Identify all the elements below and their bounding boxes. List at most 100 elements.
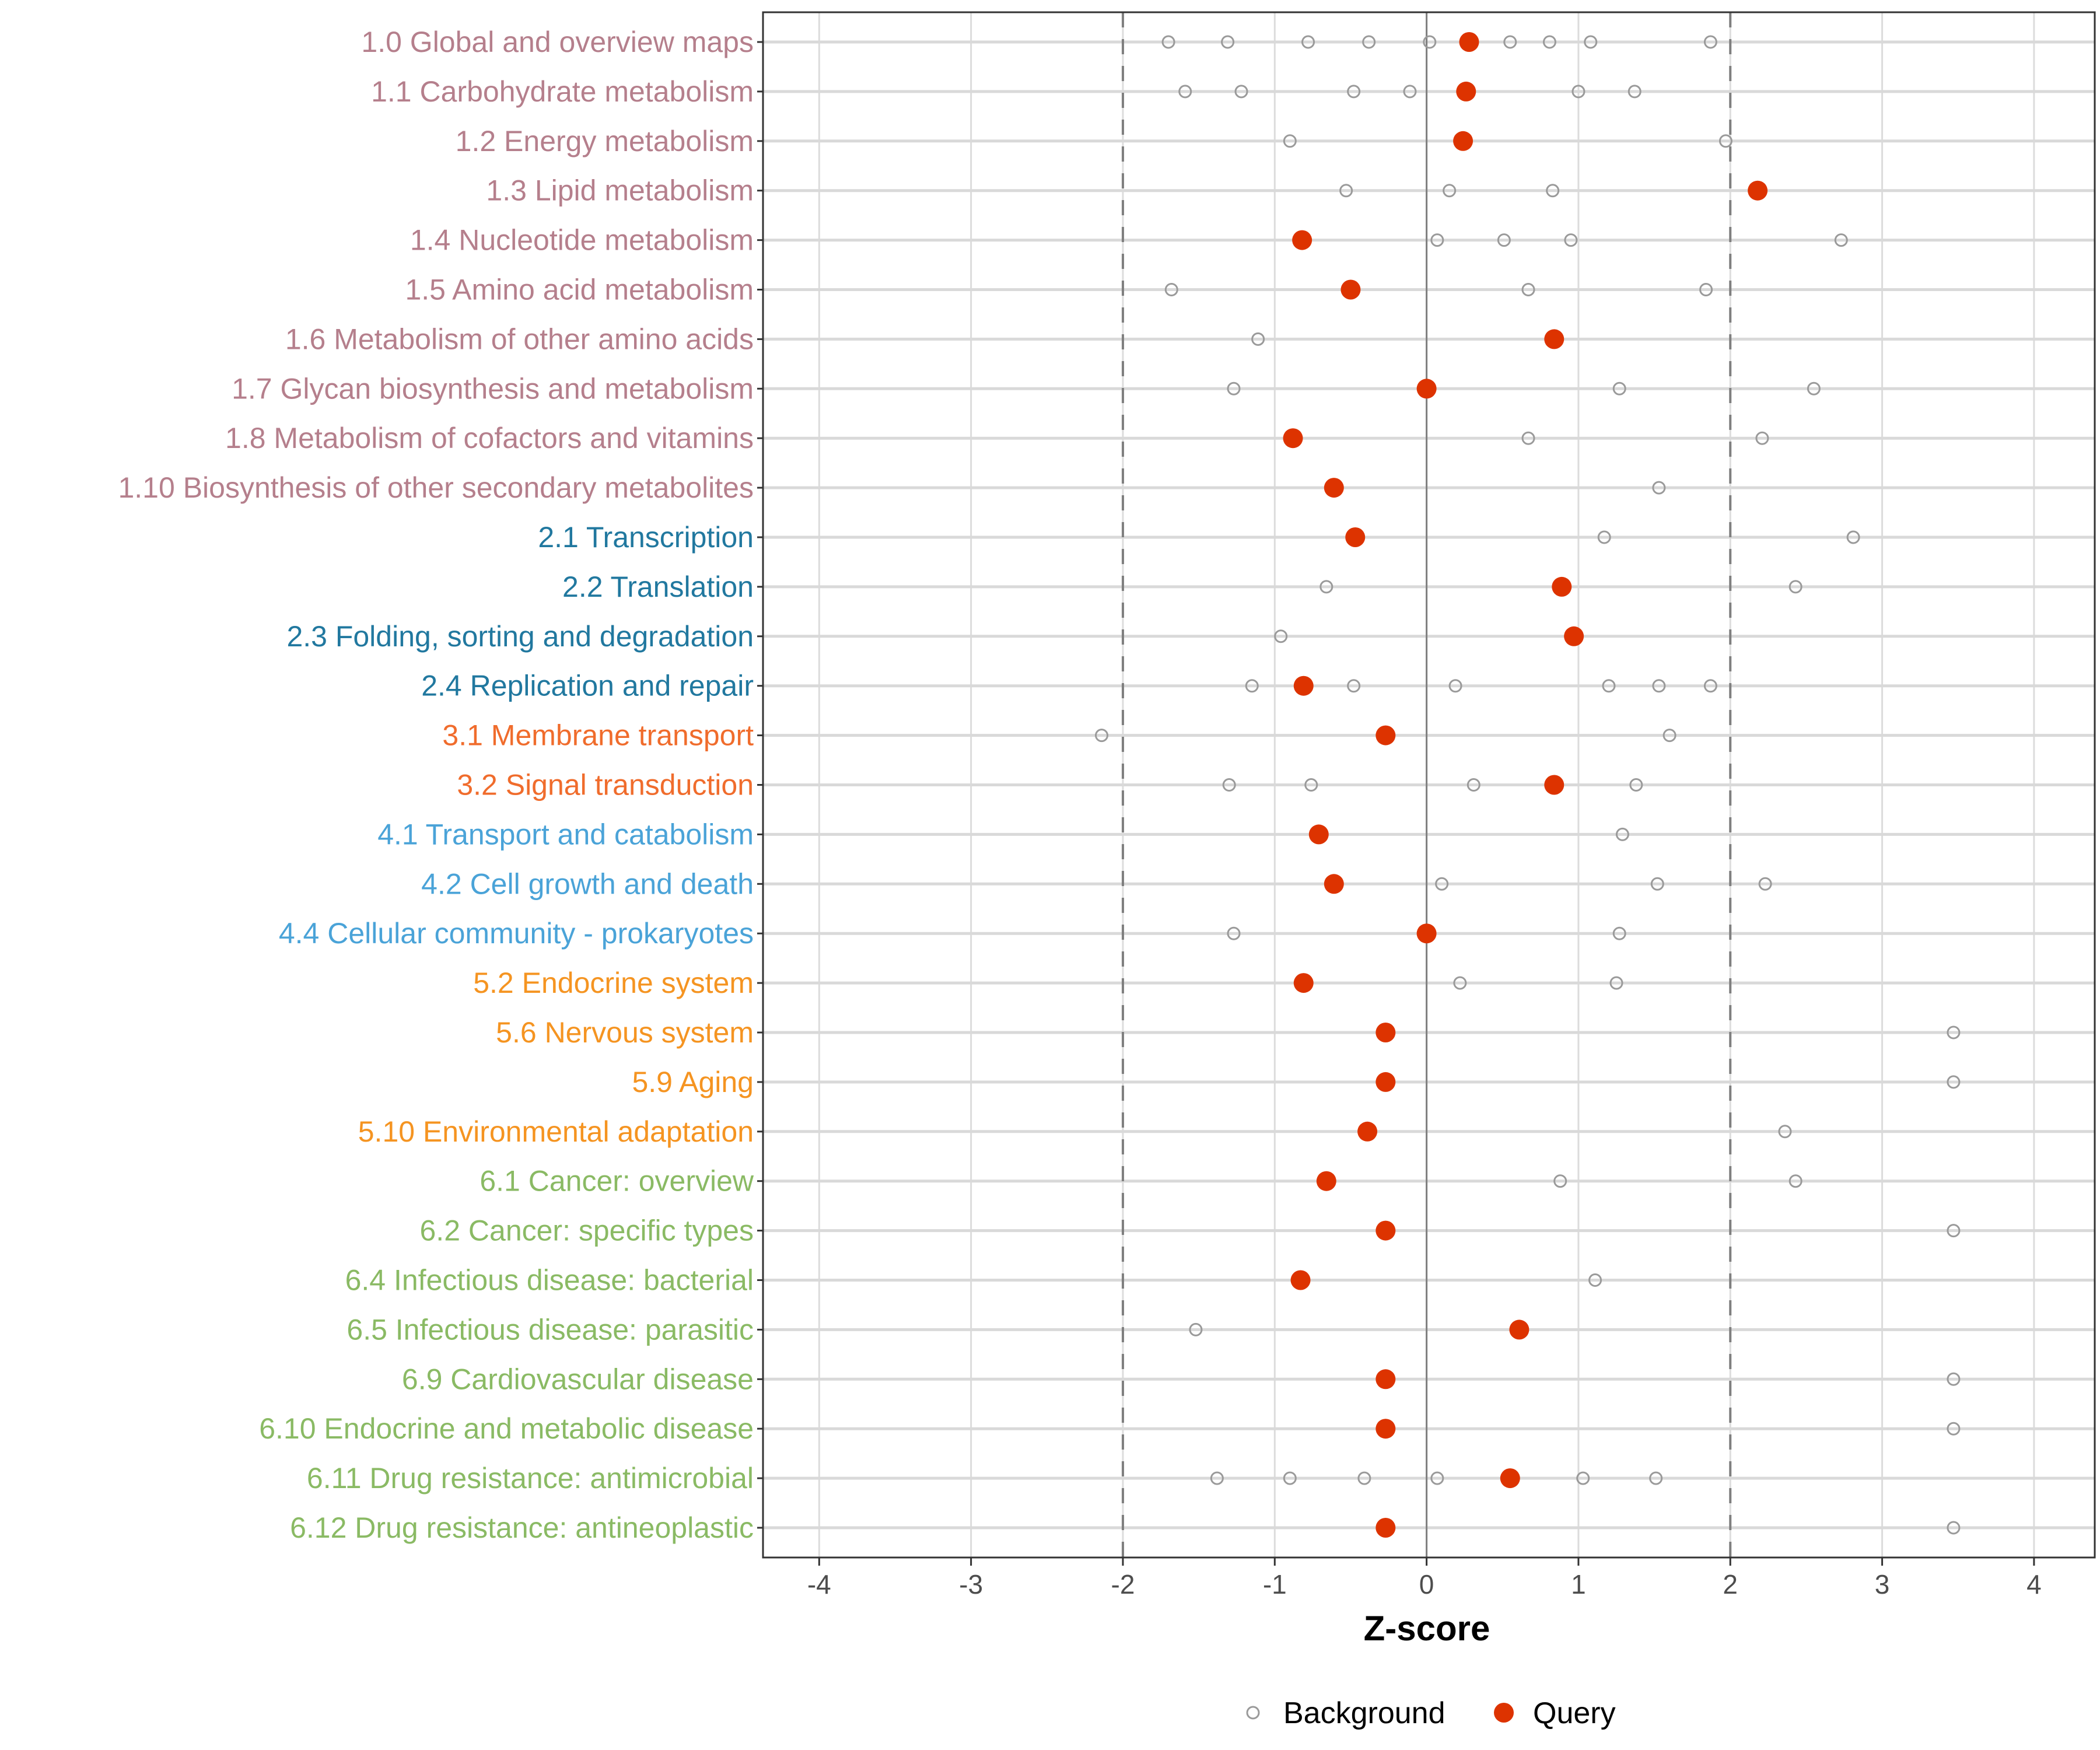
query-point bbox=[1552, 576, 1572, 597]
category-row bbox=[1376, 1220, 1961, 1241]
query-point bbox=[1292, 230, 1312, 250]
query-point bbox=[1416, 923, 1437, 944]
background-point bbox=[1283, 134, 1297, 148]
query-point bbox=[1376, 725, 1396, 746]
category-row bbox=[1245, 676, 1717, 696]
y-tick-label: 1.3 Lipid metabolism bbox=[486, 174, 754, 207]
query-point bbox=[1324, 478, 1344, 498]
query-point bbox=[1376, 1518, 1396, 1538]
background-point bbox=[1576, 1471, 1590, 1485]
category-row bbox=[1357, 1121, 1792, 1142]
y-tick-label: 6.11 Drug resistance: antimicrobial bbox=[307, 1462, 754, 1494]
background-point bbox=[1602, 679, 1616, 693]
y-tick-label: 6.5 Infectious disease: parasitic bbox=[346, 1313, 754, 1346]
background-point bbox=[1347, 679, 1361, 693]
x-axis-title: Z-score bbox=[1364, 1609, 1490, 1648]
y-tick-label: 4.2 Cell growth and death bbox=[421, 867, 754, 900]
query-point bbox=[1376, 1369, 1396, 1390]
y-tick-label: 1.5 Amino acid metabolism bbox=[405, 274, 754, 306]
y-tick-label: 6.1 Cancer: overview bbox=[480, 1165, 754, 1198]
background-point bbox=[1788, 1174, 1803, 1188]
background-point bbox=[1095, 729, 1109, 743]
query-point bbox=[1293, 676, 1314, 696]
background-point bbox=[1947, 1422, 1961, 1436]
background-point bbox=[1357, 1471, 1371, 1485]
background-point bbox=[1662, 729, 1676, 743]
background-point bbox=[1423, 35, 1437, 49]
background-point bbox=[1222, 778, 1236, 792]
category-row bbox=[1345, 527, 1860, 547]
category-row bbox=[1376, 1369, 1961, 1390]
query-point bbox=[1376, 1220, 1396, 1241]
query-point bbox=[1376, 1072, 1396, 1092]
background-point bbox=[1758, 877, 1772, 891]
category-row bbox=[1293, 973, 1623, 993]
y-tick-label: 5.10 Environmental adaptation bbox=[358, 1115, 754, 1148]
background-point bbox=[1466, 778, 1480, 792]
query-point bbox=[1748, 180, 1768, 201]
background-point bbox=[1947, 1026, 1961, 1040]
x-tick-label: -4 bbox=[807, 1569, 831, 1600]
category-row bbox=[1222, 775, 1643, 795]
background-point bbox=[1521, 283, 1535, 296]
y-tick-label: 4.4 Cellular community - prokaryotes bbox=[279, 917, 754, 950]
background-point bbox=[1947, 1224, 1961, 1238]
query-point bbox=[1500, 1468, 1520, 1489]
background-point bbox=[1564, 233, 1578, 247]
query-point bbox=[1544, 329, 1564, 349]
category-row bbox=[1376, 1518, 1961, 1538]
background-point bbox=[1649, 1471, 1663, 1485]
plot-panel bbox=[762, 11, 2096, 1559]
category-row bbox=[1178, 81, 1642, 102]
y-tick-label: 6.4 Infectious disease: bacterial bbox=[345, 1264, 754, 1297]
category-row bbox=[1290, 1270, 1602, 1290]
y-tick-label: 6.12 Drug resistance: antineoplastic bbox=[290, 1511, 754, 1544]
query-point bbox=[1459, 32, 1479, 52]
query-point bbox=[1308, 824, 1329, 845]
query-point bbox=[1293, 973, 1314, 993]
background-point bbox=[1251, 332, 1265, 346]
query-point bbox=[1564, 626, 1584, 646]
category-row bbox=[1283, 428, 1769, 449]
background-point bbox=[1221, 35, 1235, 49]
background-point bbox=[1703, 679, 1717, 693]
background-point bbox=[1339, 184, 1353, 198]
category-row bbox=[1227, 923, 1626, 944]
category-row bbox=[1161, 32, 1717, 52]
x-axis: -4 -3 -2 -1 0 1 2 3 4 bbox=[807, 1558, 2042, 1600]
background-point bbox=[1189, 1322, 1203, 1336]
category-row bbox=[1324, 478, 1666, 498]
y-tick-label: 4.1 Transport and catabolism bbox=[377, 818, 754, 850]
query-point bbox=[1357, 1121, 1378, 1142]
y-tick-label: 1.6 Metabolism of other amino acids bbox=[285, 323, 754, 355]
background-point bbox=[1788, 580, 1803, 594]
y-tick-label: 6.2 Cancer: specific types bbox=[420, 1214, 754, 1247]
background-point bbox=[1227, 926, 1241, 940]
y-tick-label: 1.1 Carbohydrate metabolism bbox=[371, 75, 754, 108]
background-point bbox=[1347, 85, 1361, 99]
query-point bbox=[1290, 1270, 1311, 1290]
category-row bbox=[1292, 230, 1848, 250]
background-point bbox=[1628, 85, 1642, 99]
background-point bbox=[1274, 629, 1288, 643]
category-row bbox=[1320, 576, 1803, 597]
background-point bbox=[1718, 134, 1732, 148]
x-tick-label: 1 bbox=[1571, 1569, 1586, 1600]
background-point bbox=[1435, 877, 1449, 891]
category-row bbox=[1308, 824, 1629, 845]
background-point bbox=[1584, 35, 1598, 49]
background-point bbox=[1947, 1521, 1961, 1535]
background-point bbox=[1320, 580, 1334, 594]
y-tick-label: 6.9 Cardiovascular disease bbox=[402, 1363, 754, 1395]
background-point bbox=[1778, 1125, 1792, 1139]
y-tick-label: 1.0 Global and overview maps bbox=[361, 26, 754, 58]
category-row bbox=[1210, 1468, 1663, 1489]
background-point bbox=[1283, 1471, 1297, 1485]
background-point bbox=[1448, 679, 1462, 693]
background-point bbox=[1612, 926, 1626, 940]
legend-background-marker bbox=[1246, 1706, 1260, 1720]
category-row bbox=[1376, 1072, 1961, 1092]
background-point bbox=[1572, 85, 1586, 99]
background-point bbox=[1553, 1174, 1567, 1188]
category-row bbox=[1283, 131, 1732, 151]
